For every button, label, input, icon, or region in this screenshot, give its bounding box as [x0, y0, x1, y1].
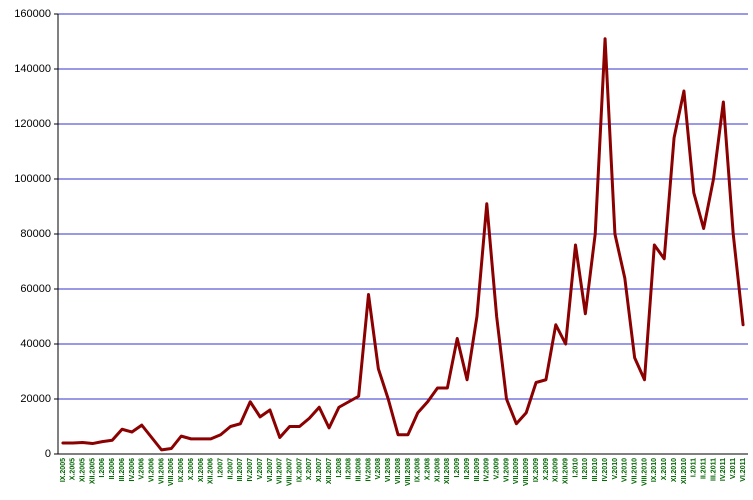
x-tick-label: III.2008 — [355, 458, 362, 481]
x-tick-label: XII.2009 — [562, 458, 569, 484]
x-tick-label: X.2010 — [661, 458, 668, 480]
x-tick-label: V.2008 — [375, 458, 382, 480]
x-tick-label: VII.2010 — [631, 458, 638, 484]
x-tick-label: I.2007 — [217, 458, 224, 478]
y-tick-label: 120000 — [14, 118, 51, 130]
x-tick-label: VIII.2010 — [641, 458, 648, 486]
x-tick-label: VII.2007 — [277, 458, 284, 484]
x-tick-label: IX.2010 — [651, 458, 658, 482]
x-tick-label: X.2007 — [306, 458, 313, 480]
x-tick-label: VI.2007 — [267, 458, 274, 482]
x-tick-label: IV.2007 — [247, 458, 254, 482]
x-tick-label: XI.2008 — [434, 458, 441, 482]
x-tick-label: XI.2006 — [198, 458, 205, 482]
x-tick-label: XII.2008 — [444, 458, 451, 484]
x-tick-label: VI.2010 — [622, 458, 629, 482]
y-tick-label: 40000 — [20, 338, 51, 350]
x-tick-label: VIII.2006 — [168, 458, 175, 486]
y-tick-label: 60000 — [20, 283, 51, 295]
x-tick-label: VII.2006 — [158, 458, 165, 484]
x-tick-label: IV.2011 — [720, 458, 727, 481]
x-tick-label: XI.2009 — [553, 458, 560, 482]
x-tick-label: XI.2005 — [79, 458, 86, 482]
x-tick-label: V.2011 — [730, 458, 737, 479]
x-tick-label: II.2011 — [700, 458, 707, 479]
y-tick-label: 80000 — [20, 228, 51, 240]
x-tick-label: X.2005 — [70, 458, 77, 480]
x-tick-label: II.2009 — [464, 458, 471, 480]
x-tick-label: VI.2011 — [740, 458, 747, 482]
x-tick-label: XII.2010 — [681, 458, 688, 484]
x-tick-label: VIII.2009 — [523, 458, 530, 486]
x-tick-label: VI.2009 — [503, 458, 510, 482]
x-tick-label: XII.2005 — [89, 458, 96, 484]
x-tick-label: X.2009 — [543, 458, 550, 480]
x-tick-label: X.2006 — [188, 458, 195, 480]
x-tick-label: II.2007 — [227, 458, 234, 480]
x-tick-label: II.2006 — [109, 458, 116, 480]
x-tick-label: XII.2007 — [326, 458, 333, 484]
x-tick-label: IX.2006 — [178, 458, 185, 482]
x-tick-label: IX.2007 — [296, 458, 303, 482]
x-tick-label: XI.2010 — [671, 458, 678, 482]
x-tick-label: VIII.2007 — [286, 458, 293, 486]
x-tick-label: V.2010 — [612, 458, 619, 480]
y-tick-label: 20000 — [20, 393, 51, 405]
x-tick-label: XI.2007 — [316, 458, 323, 482]
x-tick-label: IV.2010 — [602, 458, 609, 482]
x-tick-label: III.2006 — [119, 458, 126, 481]
x-tick-label: IV.2008 — [365, 458, 372, 482]
x-tick-label: I.2009 — [454, 458, 461, 478]
x-tick-label: I.2006 — [99, 458, 106, 478]
x-tick-label: VI.2008 — [385, 458, 392, 482]
x-tick-label: VII.2009 — [513, 458, 520, 484]
x-tick-label: VIII.2008 — [405, 458, 412, 486]
x-tick-label: IX.2008 — [415, 458, 422, 482]
x-tick-label: I.2010 — [572, 458, 579, 478]
line — [61, 37, 745, 452]
x-tick-label: II.2010 — [582, 458, 589, 480]
x-tick-label: V.2007 — [257, 458, 264, 480]
x-tick-label: IV.2009 — [484, 458, 491, 482]
x-tick-label: V.2006 — [139, 458, 146, 480]
x-tick-label: III.2009 — [474, 458, 481, 481]
y-tick-label: 100000 — [14, 173, 51, 185]
y-tick-label: 140000 — [14, 63, 51, 75]
x-tick-label: I.2011 — [691, 458, 698, 477]
x-tick-label: III.2010 — [592, 458, 599, 481]
x-tick-label: II.2008 — [346, 458, 353, 480]
y-tick-label: 160000 — [14, 8, 51, 20]
x-tick-label: IX.2005 — [60, 458, 67, 482]
x-tick-label: III.2007 — [237, 458, 244, 481]
x-tick-label: III.2011 — [710, 458, 717, 481]
x-tick-label: IX.2009 — [533, 458, 540, 482]
x-tick-label: VI.2006 — [148, 458, 155, 482]
x-tick-label: VII.2008 — [395, 458, 402, 484]
x-tick-label: XII.2006 — [208, 458, 215, 484]
x-tick-label: V.2009 — [493, 458, 500, 480]
y-tick-label: 0 — [45, 448, 51, 460]
x-tick-label: X.2008 — [424, 458, 431, 480]
x-tick-label: I.2008 — [336, 458, 343, 478]
x-tick-label: IV.2006 — [129, 458, 136, 482]
